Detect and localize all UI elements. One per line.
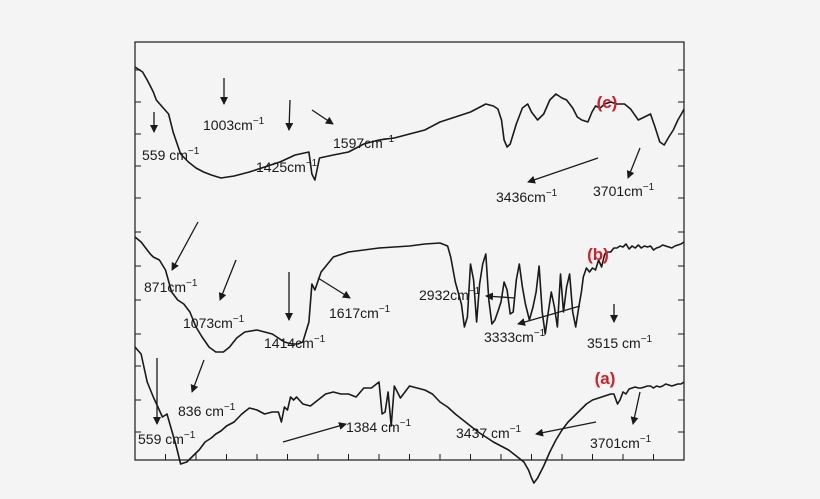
arrow-b1 [171,221,199,271]
peak-label-text: 2932cm [419,287,469,303]
arrow-b2 [218,259,237,301]
peak-label-sup: −1 [314,334,326,345]
peak-label-b1: 871cm−1 [144,278,198,295]
peak-label-text: 1073cm [183,315,233,331]
series-line-b [134,236,685,353]
peak-label-sup: −1 [253,116,265,127]
peak-label-c5: 3436cm−1 [496,188,558,205]
arrow-b5 [485,292,516,301]
peak-label-sup: −1 [400,418,412,429]
series-label-a: (a) [595,369,616,388]
peak-label-sup: −1 [233,314,245,325]
arrow-a5 [630,391,641,425]
peak-label-text: 3701cm [590,435,640,451]
series-labels: (c) (b) (a) [587,93,617,388]
peak-label-b3: 1414cm−1 [264,334,326,351]
peak-label-sup: −1 [640,434,652,445]
peak-label-text: 3333cm [484,329,534,345]
tick-marks [134,69,685,460]
peak-label-c1: 559 cm−1 [142,146,200,163]
arrow-c4 [311,109,334,125]
peak-label-text: 3437 cm [456,425,510,441]
peak-label-sup: −1 [534,328,546,339]
peak-label-sup: −1 [379,304,391,315]
peak-label-text: 3515 cm [587,335,641,351]
peak-label-text: 1414cm [264,335,314,351]
peak-label-sup: −1 [641,334,653,345]
peak-label-c4: 1597cm−1 [333,134,395,151]
peak-label-sup: −1 [383,134,395,145]
peak-label-text: 836 cm [178,403,224,419]
peak-label-sup: −1 [184,430,196,441]
peak-label-text: 871cm [144,279,186,295]
peak-label-sup: −1 [546,188,558,199]
peak-annotations: 559 cm−11003cm−11425cm−11597cm−13436cm−1… [138,116,655,451]
peak-label-b2: 1073cm−1 [183,314,245,331]
peak-label-sup: −1 [469,286,481,297]
peak-label-a3: 1384 cm−1 [346,418,412,435]
series-label-c: (c) [597,93,618,112]
peak-label-sup: −1 [510,424,522,435]
peak-label-text: 3436cm [496,189,546,205]
peak-label-text: 1384 cm [346,419,400,435]
annotation-arrows [150,78,641,443]
peak-label-b4: 1617cm−1 [329,304,391,321]
peak-label-a5: 3701cm−1 [590,434,652,451]
peak-label-sup: −1 [188,146,200,157]
peak-label-b7: 3515 cm−1 [587,334,653,351]
spectrum-curves [134,66,685,484]
peak-label-sup: −1 [643,182,655,193]
arrow-a3 [282,422,347,443]
peak-label-sup: −1 [186,278,198,289]
series-label-b: (b) [587,245,609,264]
peak-label-text: 559 cm [142,147,188,163]
peak-label-c2: 1003cm−1 [203,116,265,133]
peak-label-a4: 3437 cm−1 [456,424,522,441]
arrow-c6 [626,147,641,179]
peak-label-text: 1597cm [333,135,383,151]
peak-label-c6: 3701cm−1 [593,182,655,199]
peak-label-a1: 559 cm−1 [138,430,196,447]
peak-label-text: 3701cm [593,183,643,199]
peak-label-text: 559 cm [138,431,184,447]
peak-label-text: 1617cm [329,305,379,321]
arrow-c3 [285,99,294,131]
peak-label-b5: 2932cm−1 [419,286,481,303]
peak-label-c3: 1425cm−1 [256,158,318,175]
series-line-a [134,346,685,484]
peak-label-sup: −1 [306,158,318,169]
peak-label-text: 1003cm [203,117,253,133]
peak-label-b6: 3333cm−1 [484,328,546,345]
arrow-c5 [527,157,599,184]
arrow-a4 [535,421,597,437]
arrow-b4 [317,277,351,299]
arrow-b6 [517,305,581,326]
arrow-a2 [190,359,205,393]
peak-label-sup: −1 [224,402,236,413]
series-line-c [134,66,685,181]
peak-label-text: 1425cm [256,159,306,175]
peak-label-a2: 836 cm−1 [178,402,236,419]
